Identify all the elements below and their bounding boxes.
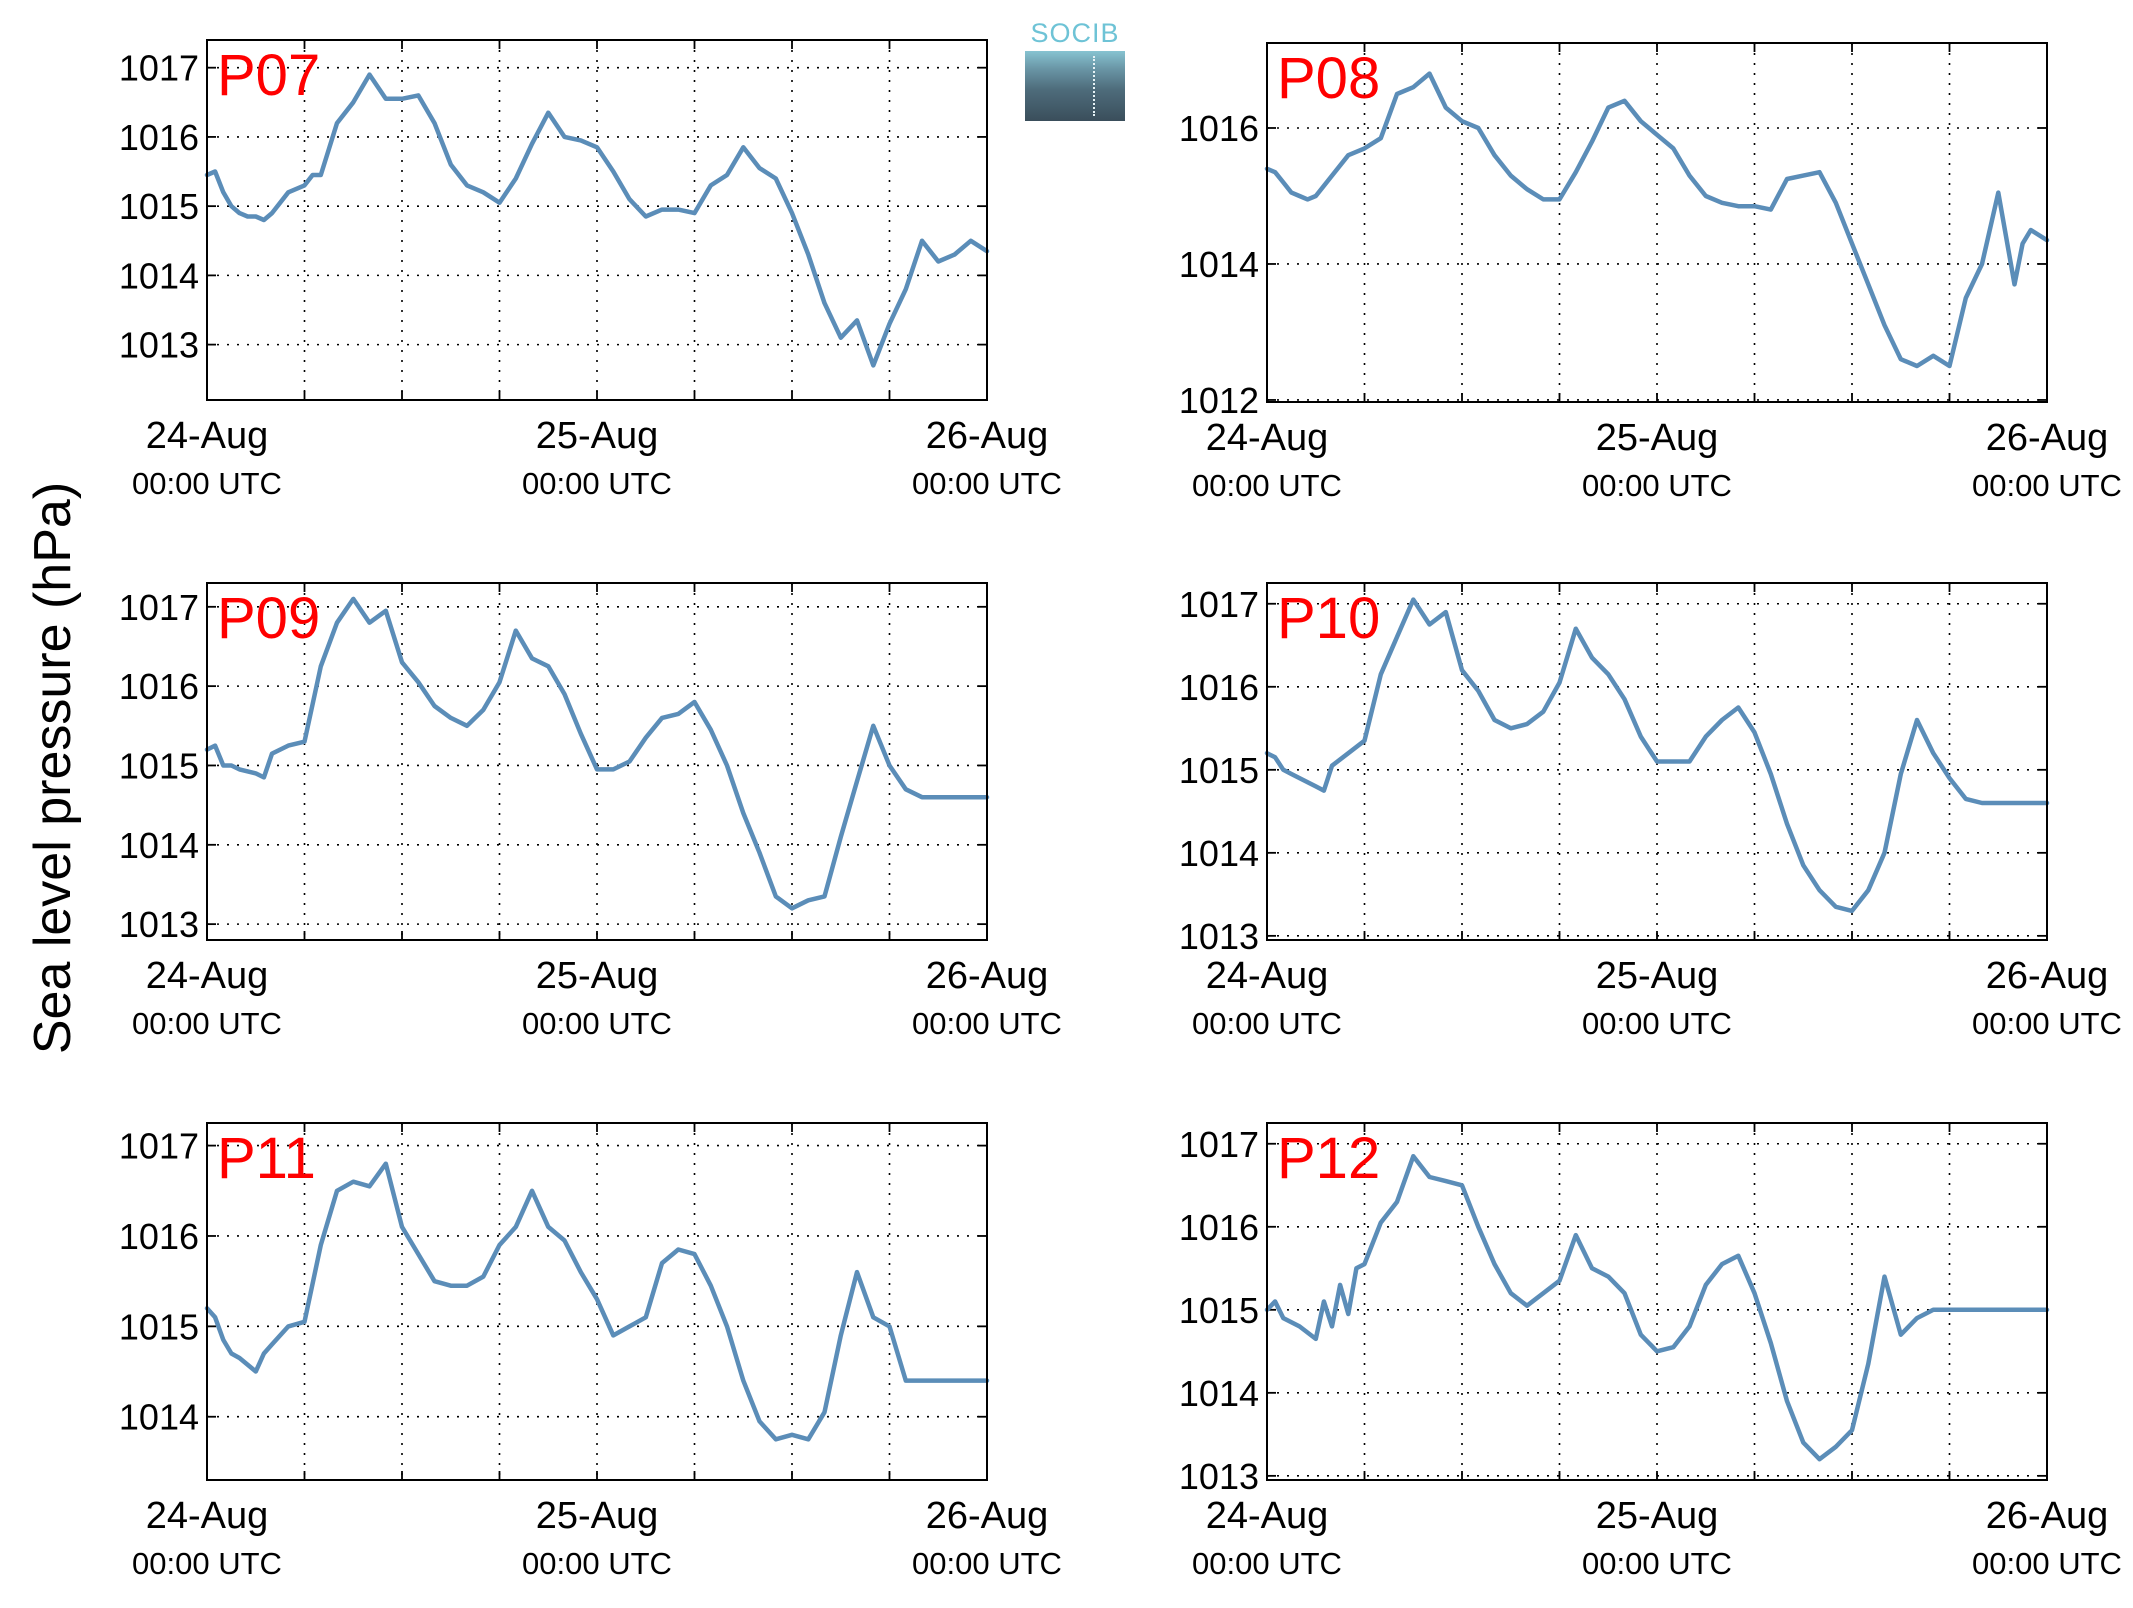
axes-frame xyxy=(1266,1122,2048,1481)
y-tick-label: 1014 xyxy=(1179,833,1259,874)
axes-frame xyxy=(1266,42,2048,403)
x-tick-label-date: 25-Aug xyxy=(1596,955,1719,997)
y-tick-label: 1017 xyxy=(119,587,199,628)
panel-label: P08 xyxy=(1277,46,1380,111)
y-tick-label: 1015 xyxy=(119,745,199,786)
pressure-series-line xyxy=(204,1161,990,1442)
x-tick-label-time: 00:00 UTC xyxy=(1972,468,2122,503)
socib-logo-text: SOCIB xyxy=(1030,18,1120,48)
panel-label: P11 xyxy=(217,1126,316,1191)
socib-logo: SOCIB xyxy=(1025,18,1125,122)
y-tick-label: 1017 xyxy=(1179,584,1259,625)
x-tick-label-time: 00:00 UTC xyxy=(132,466,282,501)
x-tick-label-time: 00:00 UTC xyxy=(912,1006,1062,1041)
x-tick-label-date: 26-Aug xyxy=(1986,1495,2109,1537)
x-tick-label-time: 00:00 UTC xyxy=(1582,1546,1732,1581)
x-tick-label-date: 24-Aug xyxy=(1206,955,1329,997)
panel-label: P07 xyxy=(217,43,320,108)
x-tick-label-time: 00:00 UTC xyxy=(522,1546,672,1581)
x-tick-label-date: 24-Aug xyxy=(1206,417,1329,459)
x-tick-label-date: 24-Aug xyxy=(146,955,269,997)
x-tick-label-time: 00:00 UTC xyxy=(522,466,672,501)
x-tick-label-time: 00:00 UTC xyxy=(1972,1006,2122,1041)
x-tick-label-time: 00:00 UTC xyxy=(132,1546,282,1581)
pressure-series-line xyxy=(1264,1153,2050,1462)
pressure-series-line xyxy=(1264,597,2050,914)
y-tick-label: 1012 xyxy=(1179,380,1259,421)
x-tick-label-date: 26-Aug xyxy=(926,1495,1049,1537)
y-tick-label: 1014 xyxy=(1179,1373,1259,1414)
y-tick-label: 1016 xyxy=(119,117,199,158)
y-tick-label: 1014 xyxy=(119,255,199,296)
x-tick-label-time: 00:00 UTC xyxy=(1972,1546,2122,1581)
x-tick-label-time: 00:00 UTC xyxy=(912,466,1062,501)
y-tick-label: 1017 xyxy=(119,48,199,89)
x-tick-label-date: 26-Aug xyxy=(1986,955,2109,997)
x-tick-label-time: 00:00 UTC xyxy=(1192,468,1342,503)
socib-logo-graphic xyxy=(1025,51,1125,121)
y-tick-label: 1016 xyxy=(1179,108,1259,149)
y-tick-label: 1015 xyxy=(119,186,199,227)
y-tick-label: 1016 xyxy=(119,666,199,707)
pressure-series-line xyxy=(1264,71,2050,369)
x-tick-label-date: 24-Aug xyxy=(1206,1495,1329,1537)
pressure-series-line xyxy=(204,72,990,368)
panel-label: P09 xyxy=(217,586,320,651)
x-tick-label-date: 25-Aug xyxy=(536,1495,659,1537)
y-tick-label: 1013 xyxy=(119,904,199,945)
x-tick-label-date: 25-Aug xyxy=(536,415,659,457)
x-tick-label-date: 24-Aug xyxy=(146,1495,269,1537)
x-tick-label-time: 00:00 UTC xyxy=(1582,1006,1732,1041)
y-tick-label: 1016 xyxy=(119,1216,199,1257)
x-tick-label-time: 00:00 UTC xyxy=(522,1006,672,1041)
axes-frame xyxy=(1266,582,2048,941)
axes-frame xyxy=(206,39,988,401)
y-tick-label: 1015 xyxy=(1179,750,1259,791)
y-tick-label: 1013 xyxy=(1179,916,1259,957)
y-tick-label: 1016 xyxy=(1179,667,1259,708)
x-tick-label-date: 25-Aug xyxy=(536,955,659,997)
x-tick-label-date: 26-Aug xyxy=(926,955,1049,997)
y-tick-label: 1014 xyxy=(1179,244,1259,285)
panel-label: P12 xyxy=(1277,1126,1380,1191)
axes-frame xyxy=(206,582,988,941)
x-tick-label-time: 00:00 UTC xyxy=(912,1546,1062,1581)
y-tick-label: 1015 xyxy=(119,1306,199,1347)
pressure-series-line xyxy=(204,596,990,911)
x-tick-label-date: 25-Aug xyxy=(1596,417,1719,459)
x-tick-label-time: 00:00 UTC xyxy=(132,1006,282,1041)
panel-label: P10 xyxy=(1277,586,1380,651)
y-tick-label: 1013 xyxy=(1179,1456,1259,1497)
y-tick-label: 1014 xyxy=(119,825,199,866)
y-tick-label: 1017 xyxy=(119,1126,199,1167)
x-tick-label-date: 26-Aug xyxy=(1986,417,2109,459)
y-tick-label: 1017 xyxy=(1179,1124,1259,1165)
axes-frame xyxy=(206,1122,988,1481)
x-tick-label-date: 25-Aug xyxy=(1596,1495,1719,1537)
x-tick-label-time: 00:00 UTC xyxy=(1582,468,1732,503)
y-tick-label: 1013 xyxy=(119,325,199,366)
y-tick-label: 1015 xyxy=(1179,1290,1259,1331)
y-tick-label: 1014 xyxy=(119,1397,199,1438)
x-tick-label-date: 24-Aug xyxy=(146,415,269,457)
y-axis-label: Sea level pressure (hPa) xyxy=(24,482,82,1054)
x-tick-label-time: 00:00 UTC xyxy=(1192,1006,1342,1041)
y-tick-label: 1016 xyxy=(1179,1207,1259,1248)
x-tick-label-time: 00:00 UTC xyxy=(1192,1546,1342,1581)
x-tick-label-date: 26-Aug xyxy=(926,415,1049,457)
